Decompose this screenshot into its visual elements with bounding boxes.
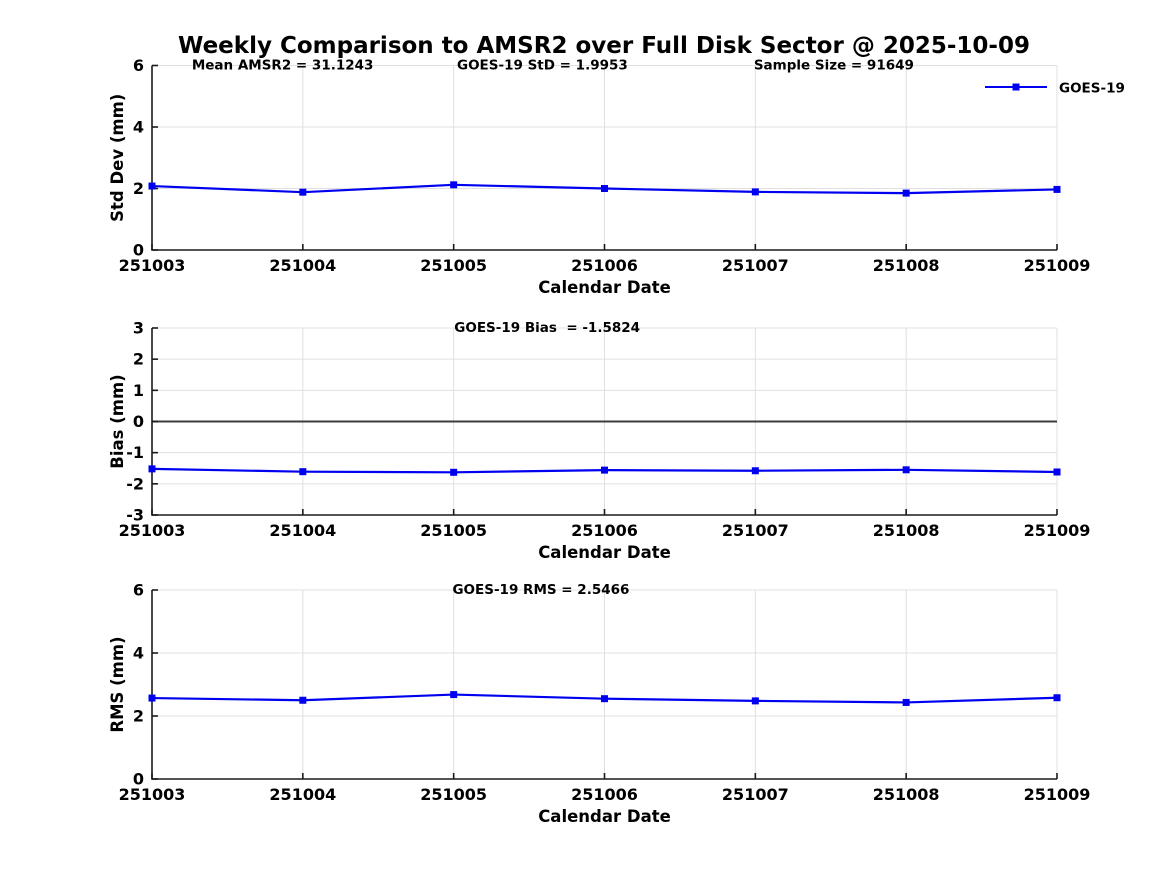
x-tick-label: 251005 [420, 256, 487, 275]
y-tick-label: 0 [133, 770, 144, 789]
y-axis-label: Bias (mm) [108, 374, 127, 468]
data-point-marker [601, 466, 608, 474]
stat-annotation: Sample Size = 91649 [754, 58, 914, 74]
data-point-marker [751, 467, 759, 475]
legend: GOES-19 [985, 81, 1125, 97]
y-tick-label: 2 [133, 179, 144, 198]
legend-label: GOES-19 [1059, 81, 1125, 97]
data-point-marker [601, 695, 608, 703]
plots-layer: 251003 251004 251005 251006 251007 251008 2510… [108, 56, 1090, 826]
stat-annotation: Mean AMSR2 = 31.1243 [192, 58, 374, 74]
x-axis-label: Calendar Date [538, 543, 671, 562]
x-tick-label: 251008 [873, 521, 940, 540]
data-point-marker [1053, 185, 1061, 193]
data-point-marker [299, 696, 307, 704]
stat-annotation: GOES-19 RMS = 2.5466 [452, 582, 629, 598]
x-tick-label: 251009 [1024, 521, 1091, 540]
data-point-marker [450, 181, 458, 189]
x-axis-label: Calendar Date [538, 278, 671, 297]
y-tick-label: 3 [133, 319, 144, 338]
y-tick-label: 2 [133, 350, 144, 369]
data-point-marker [902, 189, 910, 197]
data-point-marker [299, 188, 307, 196]
data-point-marker [450, 468, 458, 476]
data-point-marker [148, 694, 156, 702]
x-tick-label: 251007 [722, 256, 789, 275]
stat-annotation: GOES-19 Bias = -1.5824 [454, 320, 640, 336]
y-tick-label: -2 [126, 474, 144, 493]
y-tick-label: 4 [133, 644, 144, 663]
subplot-rms: 251003 251004 251005 251006 251007 251008 2510… [108, 581, 1090, 827]
x-tick-label: 251005 [420, 521, 487, 540]
y-tick-label: 4 [133, 118, 144, 137]
x-tick-label: 251006 [571, 785, 638, 804]
x-tick-label: 251004 [269, 521, 336, 540]
data-point-marker [751, 188, 759, 196]
y-tick-label: -1 [126, 443, 144, 462]
x-tick-label: 251007 [722, 785, 789, 804]
data-point-marker [902, 466, 910, 474]
data-point-marker [1053, 468, 1061, 476]
x-tick-label: 251003 [119, 256, 186, 275]
y-tick-label: 6 [133, 56, 144, 75]
y-tick-label: 6 [133, 581, 144, 600]
y-tick-label: 0 [133, 241, 144, 260]
data-point-marker [1053, 694, 1061, 702]
x-tick-label: 251006 [571, 256, 638, 275]
subplot-std_dev: 251003 251004 251005 251006 251007 251008 2510… [108, 56, 1090, 297]
data-point-marker [148, 182, 156, 190]
x-tick-label: 251004 [269, 256, 336, 275]
subplot-bias: 251003 251004 251005 251006 251007 251008 2510… [108, 319, 1090, 563]
x-axis-label: Calendar Date [538, 807, 671, 826]
y-tick-label: -3 [126, 506, 144, 525]
x-tick-label: 251004 [269, 785, 336, 804]
x-tick-label: 251006 [571, 521, 638, 540]
data-point-marker [751, 697, 759, 705]
y-tick-label: 2 [133, 707, 144, 726]
y-tick-label: 0 [133, 412, 144, 431]
x-tick-label: 251009 [1024, 785, 1091, 804]
data-point-marker [299, 468, 307, 476]
chart-title: Weekly Comparison to AMSR2 over Full Dis… [178, 33, 1030, 59]
data-point-marker [601, 185, 608, 192]
data-point-marker [902, 698, 910, 706]
x-tick-label: 251007 [722, 521, 789, 540]
legend-marker-icon [1012, 83, 1020, 91]
data-point-marker [450, 691, 458, 699]
x-tick-label: 251005 [420, 785, 487, 804]
y-tick-label: 1 [133, 381, 144, 400]
y-axis-label: Std Dev (mm) [108, 94, 127, 222]
data-point-marker [148, 465, 156, 473]
x-tick-label: 251003 [119, 521, 186, 540]
x-tick-label: 251008 [873, 785, 940, 804]
x-tick-label: 251008 [873, 256, 940, 275]
x-tick-label: 251009 [1024, 256, 1091, 275]
stat-annotation: GOES-19 StD = 1.9953 [457, 58, 628, 74]
y-axis-label: RMS (mm) [108, 636, 127, 732]
x-tick-label: 251003 [119, 785, 186, 804]
